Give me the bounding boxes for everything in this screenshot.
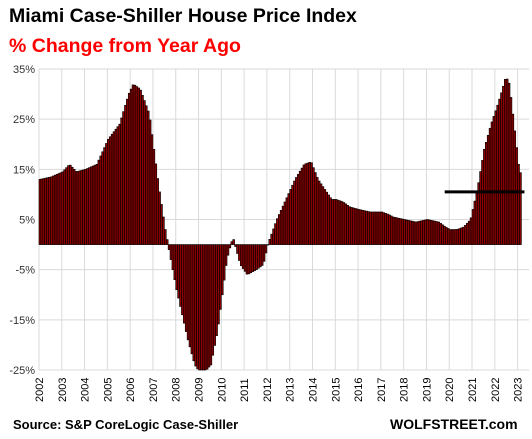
x-tick-label: 2016 [353,378,365,402]
x-tick-label: 2020 [444,378,456,402]
bar [232,239,235,245]
bar [164,229,167,245]
x-tick-label: 2002 [34,378,46,402]
x-tick-label: 2006 [125,378,137,402]
bar [226,244,230,256]
x-tick-label: 2013 [285,378,297,402]
x-tick-label: 2004 [80,378,92,402]
x-tick-label: 2010 [216,378,228,402]
x-tick-label: 2009 [194,378,206,402]
y-tick-label: -15% [9,315,35,327]
y-tick-label: 35% [13,64,35,76]
source-note: Source: S&P CoreLogic Case-Shiller [13,417,239,432]
x-tick-label: 2011 [239,378,251,402]
chart-title: Miami Case-Shiller House Price Index [9,5,357,27]
x-tick-label: 2015 [330,378,342,402]
y-tick-label: 5% [19,215,35,227]
y-tick-label: 15% [13,164,35,176]
x-tick-label: 2023 [513,378,525,402]
x-tick-label: 2008 [171,378,183,402]
x-tick-label: 2017 [376,378,388,402]
brand-label: WOLFSTREET.com [390,416,518,432]
x-tick-label: 2019 [421,378,433,402]
x-tick-label: 2014 [307,378,319,402]
chart-subtitle: % Change from Year Ago [9,35,241,57]
y-tick-label: -5% [15,265,35,277]
x-tick-label: 2018 [399,378,411,402]
x-tick-labels: 2002 2003 2004 2005 2006 2007 2008 2009 2010 2011… [34,378,525,402]
x-tick-label: 2005 [102,378,114,402]
x-tick-label: 2022 [490,378,502,402]
y-tick-label: -25% [9,365,35,377]
x-tick-label: 2012 [262,378,274,402]
x-tick-label: 2021 [467,378,479,402]
bar [519,172,522,245]
bar [264,244,268,254]
y-tick-label: 25% [13,114,35,126]
bar [228,244,232,249]
y-tick-labels: 35% 25% 15% 5% -5% -15% -25% [9,64,35,377]
x-tick-label: 2007 [148,378,160,402]
bar [165,239,169,245]
bar-series [38,78,522,371]
x-tick-label: 2003 [57,378,69,402]
